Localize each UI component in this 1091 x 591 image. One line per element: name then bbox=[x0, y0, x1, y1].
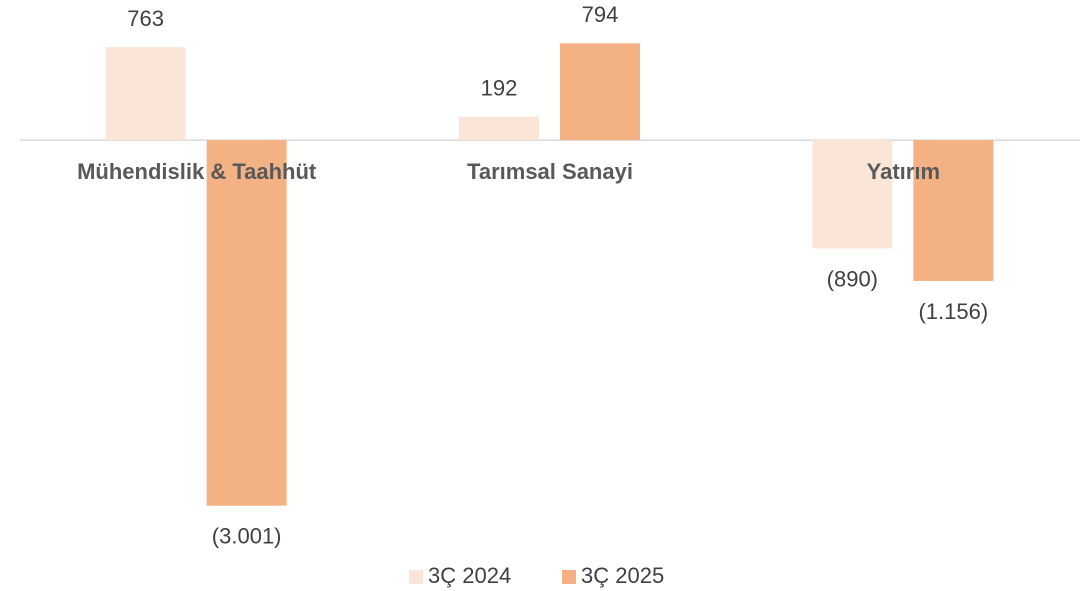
data-label: 763 bbox=[127, 6, 164, 31]
data-label: 794 bbox=[582, 2, 619, 27]
legend-label: 3Ç 2025 bbox=[581, 563, 664, 588]
data-label: (1.156) bbox=[918, 299, 988, 324]
bar bbox=[913, 140, 994, 281]
data-label: 192 bbox=[481, 76, 518, 101]
bar bbox=[812, 140, 893, 249]
bar bbox=[560, 43, 640, 141]
data-label: (890) bbox=[827, 266, 878, 291]
bar bbox=[105, 47, 186, 141]
bar bbox=[206, 140, 287, 506]
legend-swatch bbox=[409, 570, 423, 584]
legend-label: 3Ç 2024 bbox=[428, 563, 511, 588]
category-label: Yatırım bbox=[867, 159, 940, 184]
category-label: Mühendislik & Taahhüt bbox=[77, 159, 317, 184]
bar bbox=[459, 116, 539, 141]
category-label: Tarımsal Sanayi bbox=[467, 159, 633, 184]
legend-swatch bbox=[562, 570, 576, 584]
data-label: (3.001) bbox=[212, 524, 282, 549]
